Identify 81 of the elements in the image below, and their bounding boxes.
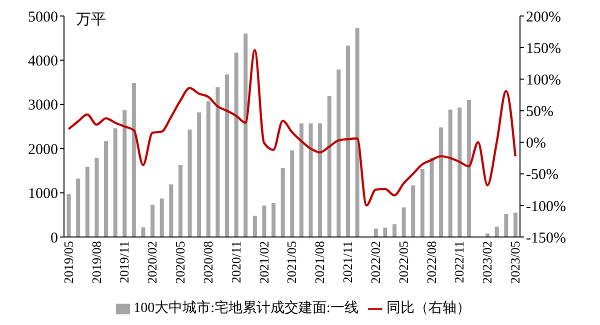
x-tick-label: 2021/11 — [340, 241, 356, 284]
y-tick-label: 2000 — [28, 142, 58, 158]
x-tick-label: 2020/08 — [200, 241, 216, 284]
bar — [346, 46, 350, 237]
bar — [160, 198, 164, 237]
bar — [290, 150, 294, 237]
bar — [66, 194, 71, 237]
bar — [113, 128, 118, 237]
bar — [420, 168, 424, 237]
bar — [504, 214, 508, 237]
bar — [262, 206, 266, 237]
x-tick-label: 2022/05 — [396, 241, 411, 284]
bar — [402, 207, 406, 237]
bar — [308, 123, 313, 237]
bar — [216, 87, 220, 237]
bar — [85, 166, 90, 237]
bar — [169, 184, 174, 237]
bar — [383, 228, 388, 237]
bar — [104, 141, 108, 237]
line-series — [68, 48, 516, 207]
y-tick-label: 0 — [50, 230, 58, 246]
bar — [224, 74, 229, 237]
y-axis-title: 万平 — [76, 11, 106, 29]
bar — [197, 112, 202, 237]
bar — [430, 158, 434, 237]
bar — [355, 28, 360, 237]
bar — [318, 123, 322, 237]
bar — [150, 204, 155, 237]
x-tick-label: 2023/05 — [508, 241, 523, 284]
y-tick-label: 5000 — [28, 9, 58, 26]
x-tick-label: 2021/02 — [256, 241, 272, 284]
x-tick-label: 2019/11 — [116, 241, 132, 284]
bar — [122, 110, 127, 237]
x-tick-label: 2022/11 — [452, 241, 467, 284]
x-tick-label: 2023/02 — [480, 241, 495, 284]
bar — [466, 100, 471, 237]
bar — [513, 212, 518, 237]
bar — [299, 123, 304, 237]
bar — [188, 130, 192, 237]
bar — [494, 226, 499, 237]
legend-label: 同比（右轴） — [386, 301, 470, 316]
x-tick-label: 2021/08 — [312, 241, 328, 284]
x-tick-label: 2019/05 — [60, 241, 76, 284]
x-tick-label: 2022/08 — [424, 241, 439, 284]
bar — [448, 110, 452, 237]
x-tick-label: 2019/08 — [88, 241, 104, 284]
y2-tick-label: -50% — [526, 167, 558, 184]
bar — [411, 185, 416, 237]
bar — [336, 69, 341, 237]
bar — [439, 127, 444, 237]
bar — [141, 227, 146, 237]
bar — [272, 202, 276, 237]
y2-tick-label: 150% — [526, 40, 561, 57]
bar — [280, 168, 285, 237]
y2-tick-label: -100% — [526, 198, 566, 215]
y2-tick-label: 0% — [526, 136, 546, 152]
bar — [244, 34, 248, 237]
y2-tick-label: 100% — [526, 72, 561, 88]
x-tick-label: 2021/05 — [284, 241, 300, 284]
bar — [458, 107, 462, 237]
x-tick-label: 2020/05 — [172, 241, 188, 284]
bar — [374, 228, 378, 237]
bar — [94, 158, 99, 237]
bar — [178, 164, 182, 237]
bar — [132, 83, 136, 237]
bar — [392, 224, 397, 237]
y2-tick-label: 50% — [526, 104, 554, 120]
bar — [327, 96, 332, 237]
y-tick-label: 1000 — [28, 186, 58, 202]
y2-tick-label: -150% — [526, 230, 566, 246]
y-tick-label: 3000 — [28, 98, 58, 114]
bar — [252, 216, 257, 237]
bar — [76, 178, 80, 237]
y2-tick-label: 200% — [526, 9, 561, 26]
y-tick-label: 4000 — [28, 54, 58, 70]
bar — [206, 101, 210, 237]
bar — [234, 52, 238, 237]
x-tick-label: 2020/11 — [228, 241, 244, 284]
x-tick-label: 2022/02 — [368, 241, 383, 284]
x-tick-label: 2020/02 — [144, 241, 160, 284]
legend-label: 100大中城市:宅地累计成交建面:一线 — [134, 301, 358, 316]
